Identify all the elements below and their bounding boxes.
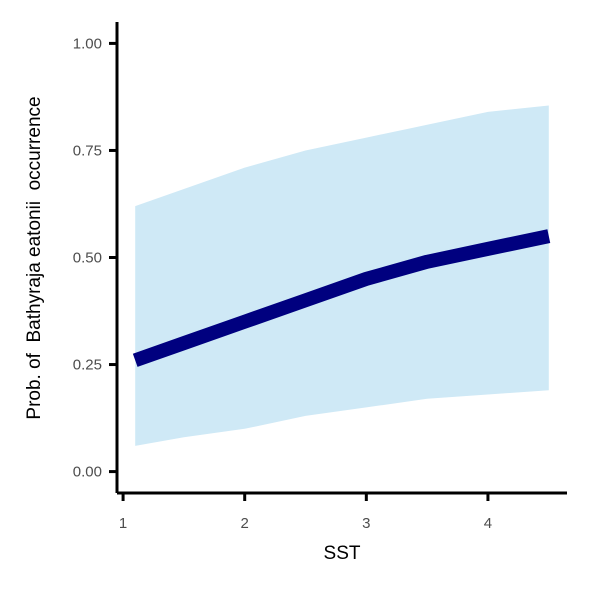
y-axis-title: Prob. of Bathyraja eatonii occurrence xyxy=(24,96,45,419)
fitted-line-layer xyxy=(132,229,551,367)
x-tick-label: 2 xyxy=(241,515,249,532)
y-tick-label: 0.25 xyxy=(73,357,102,374)
x-tick-label: 4 xyxy=(484,515,492,532)
y-tick-label: 1.00 xyxy=(73,35,102,52)
x-tick-label: 3 xyxy=(362,515,370,532)
y-tick-label: 0.75 xyxy=(73,142,102,159)
x-tick-label: 1 xyxy=(119,515,127,532)
ticks: 1 2 3 4 0.00 0.25 0.50 0.75 1.00 xyxy=(73,35,492,532)
confidence-ribbon-layer xyxy=(135,105,549,446)
x-axis-title: SST xyxy=(324,543,361,564)
y-tick-label: 0.00 xyxy=(73,464,102,481)
fitted-probability-line xyxy=(132,229,551,367)
confidence-ribbon xyxy=(135,105,549,446)
y-tick-label: 0.50 xyxy=(73,250,102,267)
